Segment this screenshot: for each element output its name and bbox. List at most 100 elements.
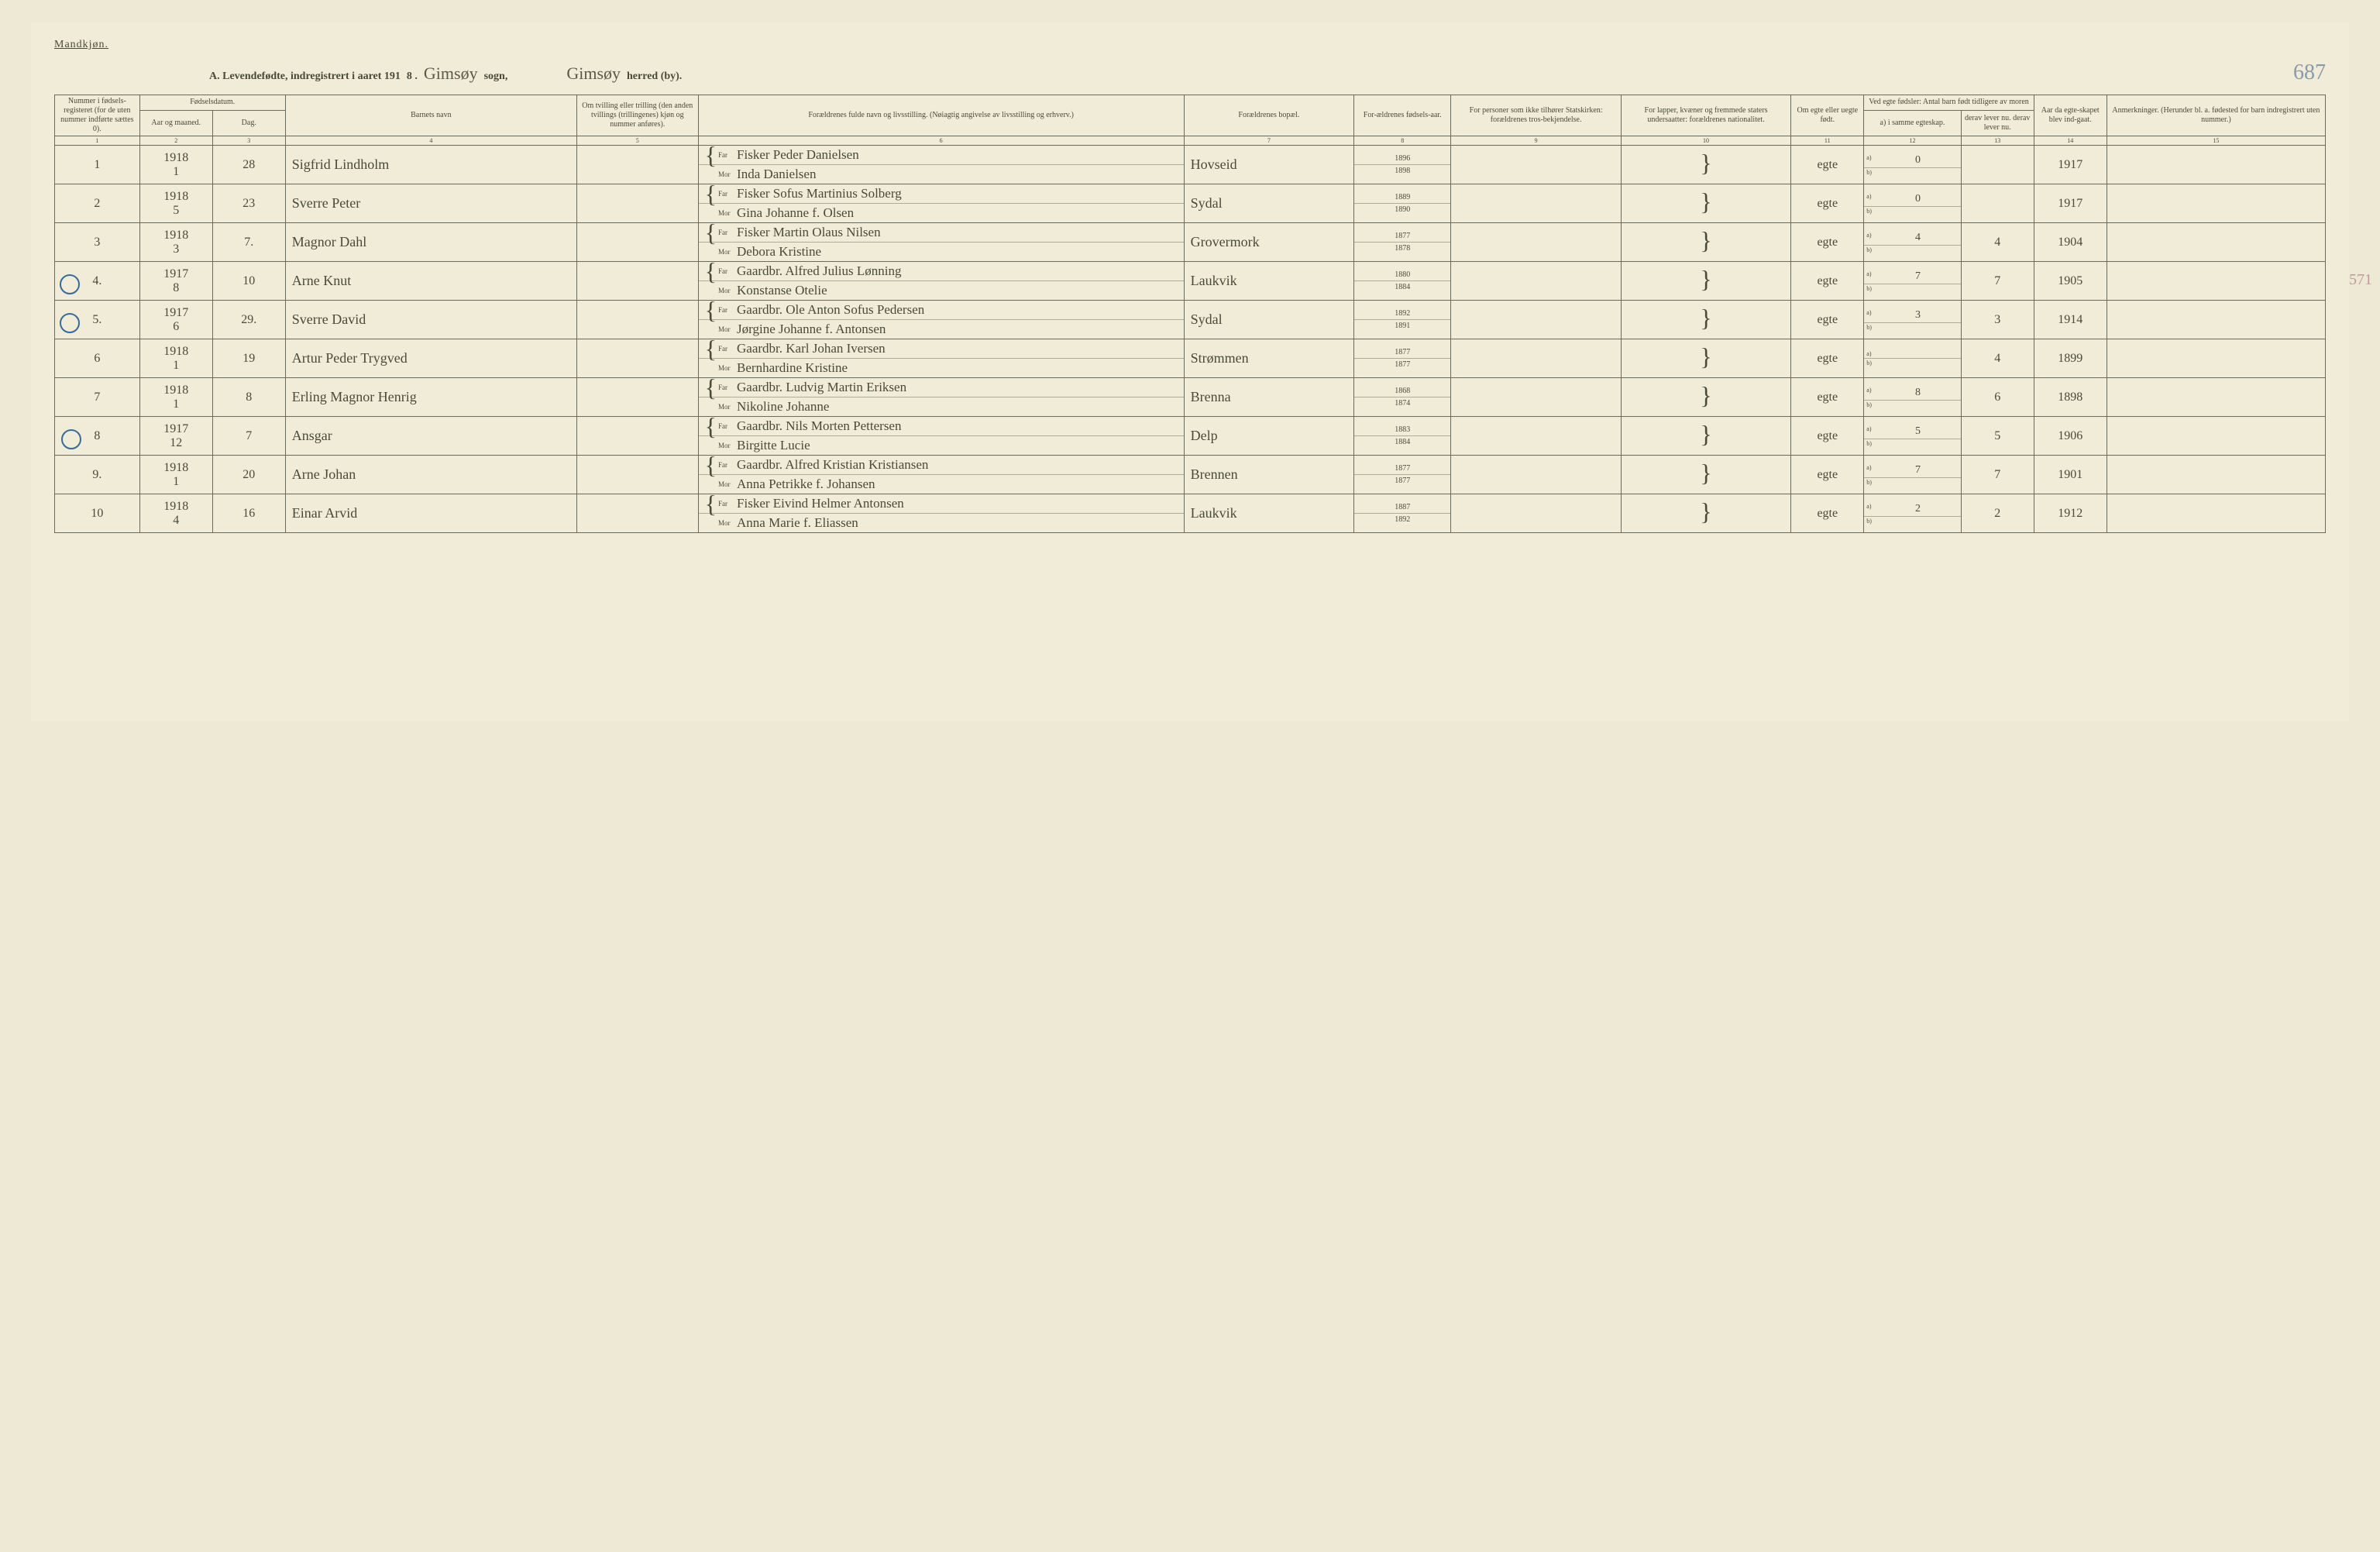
confession (1451, 146, 1621, 184)
living: 4 (1961, 339, 2034, 378)
living: 5 (1961, 417, 2034, 456)
colnum: 9 (1451, 136, 1621, 146)
colnum: 1 (55, 136, 140, 146)
mother-year: 1878 (1354, 243, 1450, 254)
table-row: 3 19183 7. Magnor Dahl { Far Fisker Mart… (55, 223, 2326, 262)
remarks (2107, 417, 2325, 456)
father-year: 1868 (1354, 385, 1450, 397)
mother-year: 1892 (1354, 514, 1450, 525)
brace-icon: { (703, 188, 718, 200)
herred-name: Gimsøy (566, 64, 621, 84)
mother-name: Nikoline Johanne (737, 399, 1179, 415)
mor-label: Mor (718, 248, 737, 256)
living: 6 (1961, 378, 2034, 417)
twin-col (576, 417, 698, 456)
mor-label: Mor (718, 209, 737, 217)
parent-birth-years: 1877 1877 (1354, 339, 1451, 378)
parent-birth-years: 1880 1884 (1354, 262, 1451, 301)
brace-icon: } (1698, 420, 1713, 448)
circle-mark (60, 274, 80, 294)
h-c8: For-ældrenes fødsels-aar. (1354, 95, 1451, 136)
day: 20 (212, 456, 285, 494)
residence: Sydal (1184, 184, 1353, 223)
father-year: 1892 (1354, 308, 1450, 320)
brace-icon: } (1698, 459, 1713, 487)
year-month: 191712 (139, 417, 212, 456)
prior-children: a)7 b) (1864, 262, 1961, 301)
parent-birth-years: 1877 1878 (1354, 223, 1451, 262)
colnum: 8 (1354, 136, 1451, 146)
parent-birth-years: 1896 1898 (1354, 146, 1451, 184)
year-month: 19181 (139, 339, 212, 378)
mor-label: Mor (718, 519, 737, 527)
twin-col (576, 262, 698, 301)
remarks (2107, 339, 2325, 378)
parents-cell: { Far Fisker Martin Olaus Nilsen { Mor D… (698, 223, 1184, 262)
parent-birth-years: 1887 1892 (1354, 494, 1451, 533)
brace-icon: } (1698, 265, 1713, 293)
day: 23 (212, 184, 285, 223)
parents-cell: { Far Gaardbr. Ludvig Martin Eriksen { M… (698, 378, 1184, 417)
remarks (2107, 456, 2325, 494)
mother-name: Birgitte Lucie (737, 438, 1179, 453)
brace-icon: { (703, 420, 718, 432)
day: 7. (212, 223, 285, 262)
mother-name: Bernhardine Kristine (737, 360, 1179, 376)
residence: Brennen (1184, 456, 1353, 494)
mor-label: Mor (718, 364, 737, 372)
confession (1451, 456, 1621, 494)
living: 7 (1961, 262, 2034, 301)
child-name: Arne Knut (285, 262, 576, 301)
prior-b (1877, 246, 1958, 253)
mother-year: 1884 (1354, 436, 1450, 448)
row-number: 6 (55, 339, 140, 378)
prior-a: 7 (1877, 464, 1958, 477)
parent-birth-years: 1892 1891 (1354, 301, 1451, 339)
legitimacy: egte (1791, 146, 1864, 184)
brace-icon: } (1698, 188, 1713, 215)
day: 16 (212, 494, 285, 533)
row-number: 1 (55, 146, 140, 184)
confession (1451, 494, 1621, 533)
prior-b (1877, 324, 1958, 331)
twin-col (576, 339, 698, 378)
prior-a (1877, 350, 1958, 357)
remarks (2107, 301, 2325, 339)
prior-children: a) b) (1864, 339, 1961, 378)
twin-col (576, 378, 698, 417)
table-row: 9. 19181 20 Arne Johan { Far Gaardbr. Al… (55, 456, 2326, 494)
day: 10 (212, 262, 285, 301)
living (1961, 146, 2034, 184)
residence: Delp (1184, 417, 1353, 456)
father-year: 1877 (1354, 463, 1450, 475)
legitimacy: egte (1791, 223, 1864, 262)
far-label: Far (718, 345, 737, 353)
prior-b (1877, 208, 1958, 215)
h-c6: Forældrenes fulde navn og livsstilling. … (698, 95, 1184, 136)
colnum: 2 (139, 136, 212, 146)
mother-year: 1898 (1354, 165, 1450, 177)
father-year: 1877 (1354, 230, 1450, 243)
mor-label: Mor (718, 325, 737, 333)
prior-children: a)0 b) (1864, 146, 1961, 184)
h-c12a: a) i samme egteskap. (1864, 110, 1961, 136)
prior-a: 0 (1877, 193, 1958, 205)
colnum: 6 (698, 136, 1184, 146)
row-number: 8 (55, 417, 140, 456)
mor-label: Mor (718, 170, 737, 178)
far-label: Far (718, 384, 737, 391)
mor-label: Mor (718, 442, 737, 449)
parent-birth-years: 1889 1890 (1354, 184, 1451, 223)
prior-children: a)8 b) (1864, 378, 1961, 417)
prior-a: 3 (1877, 309, 1958, 322)
table-body: 1 19181 28 Sigfrid Lindholm { Far Fisker… (55, 146, 2326, 533)
father-name: Fisker Martin Olaus Nilsen (737, 225, 1179, 240)
brace-icon: } (1698, 342, 1713, 370)
confession (1451, 378, 1621, 417)
brace-icon: } (1698, 497, 1713, 525)
page-number: 687 (2293, 60, 2326, 85)
prior-children: a)4 b) (1864, 223, 1961, 262)
remarks (2107, 146, 2325, 184)
colnum: 4 (285, 136, 576, 146)
h-c2b: Dag. (212, 110, 285, 136)
